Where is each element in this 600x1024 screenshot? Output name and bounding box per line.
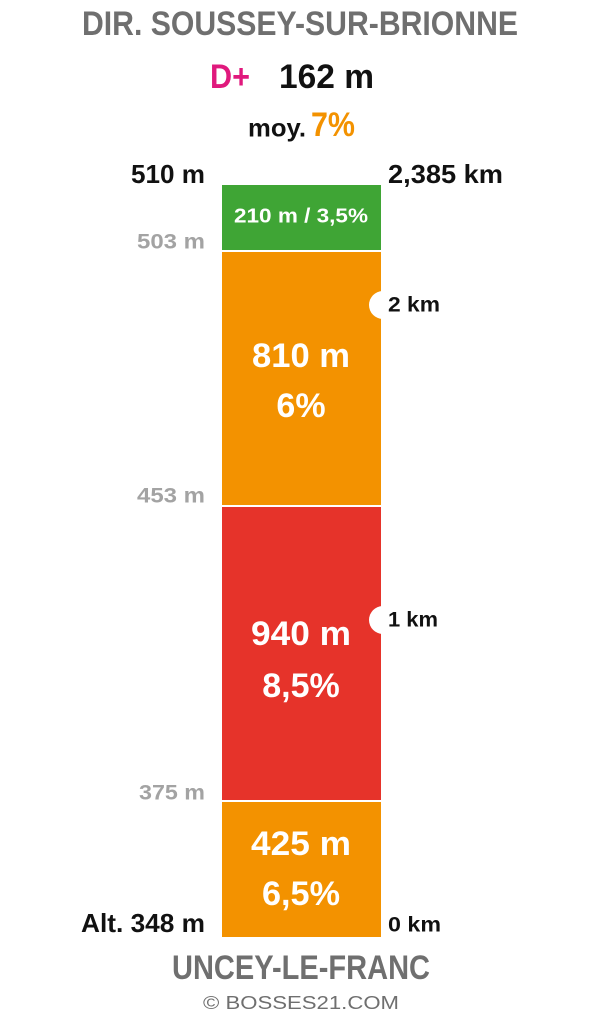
altitude-label: Alt. 348 m: [81, 908, 205, 938]
start-name: UNCEY-LE-FRANC: [172, 949, 430, 987]
altitude-label: 503 m: [137, 231, 205, 254]
distance-label: 2,385 km: [388, 159, 503, 189]
segment-length: 425 m: [251, 825, 351, 863]
segment-grade: 6%: [276, 387, 325, 425]
altitude-label: 453 m: [137, 485, 205, 508]
segment: [222, 185, 381, 250]
km-notch: [369, 606, 397, 634]
profile-bar: [222, 185, 397, 937]
gain-prefix: D+: [210, 58, 250, 96]
gain: 162 m: [279, 58, 374, 96]
segment: [222, 507, 381, 800]
distance-label: 0 km: [388, 914, 441, 937]
segment-label: 210 m / 3,5%: [234, 205, 368, 227]
avg: 7%: [311, 106, 355, 144]
segment-length: 940 m: [251, 615, 351, 653]
credit: © BOSSES21.COM: [203, 993, 399, 1013]
avg-prefix: moy.: [248, 115, 306, 143]
segment-grade: 8,5%: [262, 667, 340, 705]
segment-length: 810 m: [252, 337, 350, 375]
km-notch: [369, 291, 397, 319]
title: DIR. SOUSSEY-SUR-BRIONNE: [82, 5, 518, 43]
segment-grade: 6,5%: [262, 875, 340, 913]
segment: [222, 802, 381, 937]
distance-label: 2 km: [388, 294, 440, 317]
segment: [222, 252, 381, 505]
altitude-label: 510 m: [131, 159, 205, 189]
distance-label: 1 km: [388, 609, 438, 632]
altitude-label: 375 m: [139, 782, 205, 805]
